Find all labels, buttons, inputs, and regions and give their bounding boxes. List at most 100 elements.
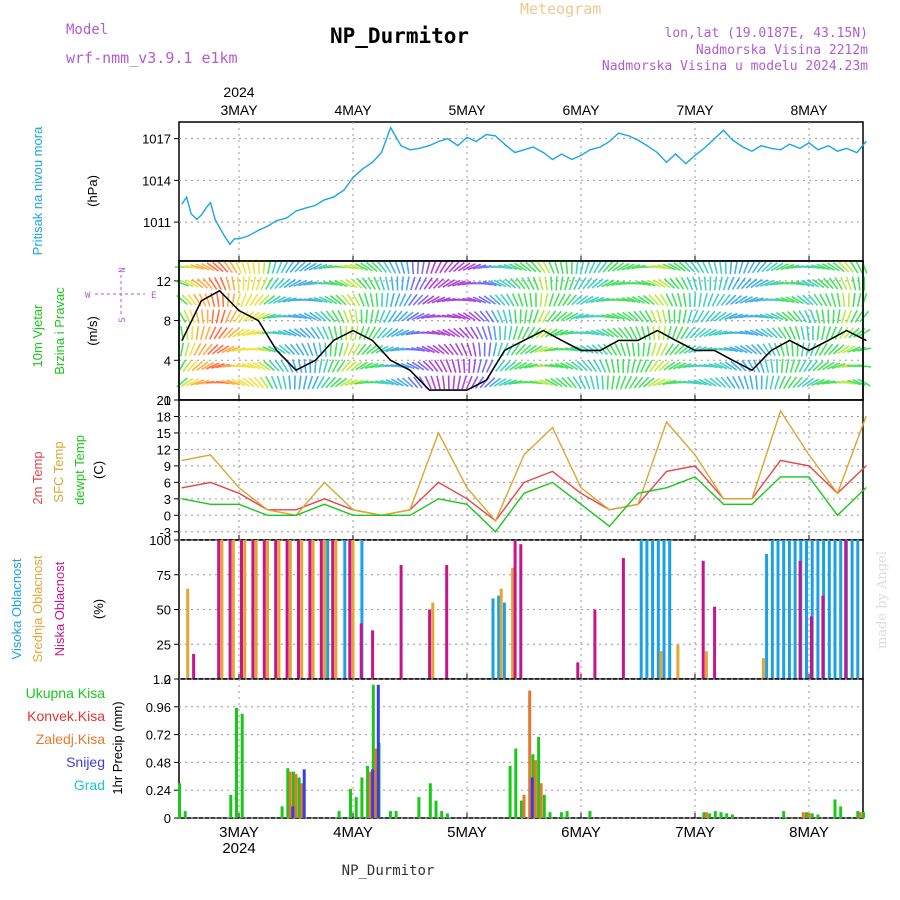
wind-barb (307, 375, 314, 390)
wind-barb (593, 359, 602, 373)
wind-barb (319, 296, 333, 304)
wind-barb (747, 359, 756, 373)
wind-barb (387, 310, 397, 323)
data-point (665, 161, 668, 163)
data-point (808, 454, 810, 456)
wind-barb (555, 311, 568, 322)
wind-barb (815, 309, 821, 324)
data-point (637, 503, 639, 505)
data-point (238, 238, 240, 240)
data-point (400, 145, 402, 147)
wind-barb (656, 309, 663, 324)
wind-barb (325, 310, 336, 323)
wind-barb (236, 363, 251, 369)
wind-barb (498, 264, 513, 270)
wind-barb (724, 361, 738, 371)
data-point (323, 503, 326, 505)
wind-barb (557, 293, 566, 307)
bar (805, 812, 808, 818)
wind-barb (851, 276, 857, 291)
wind-barb (373, 276, 381, 291)
wind-barb (642, 377, 655, 388)
data-point (722, 498, 725, 500)
wind-barb (494, 294, 506, 306)
wind-barb (503, 379, 518, 386)
wind-barb (221, 345, 235, 354)
legend-entry: Snijeg (66, 754, 105, 770)
wind-barb (535, 327, 547, 339)
wind-barb (451, 359, 457, 373)
wind-barb (805, 265, 821, 269)
legend-entry: Ukupna Kisa (26, 685, 106, 701)
wind-barb (660, 342, 669, 357)
bar (274, 540, 278, 679)
wind-barb (542, 260, 551, 274)
wind-barb (220, 309, 226, 324)
wind-barb (539, 346, 554, 353)
wind-barb (229, 310, 238, 323)
bar (816, 540, 820, 679)
wind-barb (219, 276, 227, 291)
wind-barb (410, 347, 425, 352)
wind-barb (410, 276, 416, 291)
wind-barb (601, 328, 615, 338)
wind-barb (397, 310, 409, 323)
data-point (485, 133, 487, 136)
wind-barb (658, 360, 670, 372)
wind-barb (452, 280, 466, 287)
wind-barb (652, 279, 666, 288)
wind-barb (432, 278, 445, 289)
y-tick-label: 3 (164, 492, 171, 507)
wind-barb (229, 260, 238, 274)
wind-barb (500, 293, 510, 307)
wind-barb (518, 362, 533, 370)
data-point (219, 227, 221, 229)
bar (782, 811, 786, 818)
bar (376, 684, 380, 818)
bar (220, 540, 224, 679)
wind-barb (391, 328, 404, 338)
wind-barb (813, 293, 823, 307)
data-point (181, 203, 183, 205)
wind-barb (780, 296, 795, 304)
top-day-label: 5MAY (448, 102, 486, 118)
data-point (770, 147, 772, 150)
wind-barb (565, 259, 569, 275)
wind-barb (224, 309, 232, 324)
wind-barb (725, 294, 737, 306)
wind-barb (215, 309, 221, 324)
footer-label: NP_Durmitor (342, 863, 435, 879)
wind-barb (852, 292, 856, 308)
wind-barb (584, 375, 591, 390)
data-point (466, 136, 468, 138)
wind-barb (667, 309, 671, 324)
bar (192, 653, 196, 679)
wind-barb (646, 342, 651, 357)
data-point (352, 509, 354, 511)
wind-barb (456, 375, 462, 390)
data-point (266, 509, 269, 511)
wind-barb (749, 375, 754, 390)
bar (810, 616, 813, 679)
wind-barb (208, 277, 218, 290)
coords-text: lon,lat (19.0187E, 43.15N) (665, 26, 869, 41)
wind-barb (821, 309, 826, 324)
wind-barb (430, 375, 437, 390)
wind-barb (257, 312, 271, 321)
compass-west: W (85, 291, 91, 301)
wind-barb (277, 296, 292, 304)
bar (440, 811, 444, 818)
pressure-unit: (hPa) (85, 175, 100, 207)
wind-barb (474, 376, 485, 389)
wind-barb (570, 313, 584, 320)
wind-barb (525, 261, 537, 273)
y-tick-label: 0.96 (146, 700, 171, 715)
wind-barb (560, 362, 574, 370)
y-tick-label: 75 (157, 568, 171, 583)
wind-barb (262, 259, 266, 275)
wind-barb (413, 376, 423, 389)
wind-barb (674, 277, 685, 290)
wind-barb (652, 264, 667, 270)
data-point (209, 503, 212, 505)
wind-barb (540, 328, 553, 338)
